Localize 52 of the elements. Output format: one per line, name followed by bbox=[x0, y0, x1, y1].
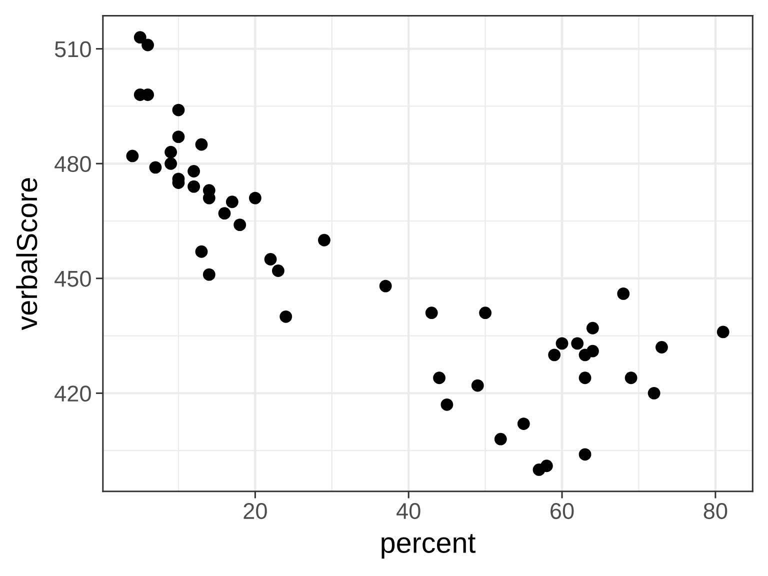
point bbox=[172, 130, 185, 144]
y-tick-label: 510 bbox=[54, 41, 91, 58]
point bbox=[578, 448, 592, 461]
x-tick-label: 80 bbox=[704, 503, 728, 520]
x-tick-label: 20 bbox=[244, 503, 267, 520]
point bbox=[716, 326, 730, 338]
point bbox=[172, 104, 185, 116]
point bbox=[280, 310, 292, 323]
point bbox=[586, 322, 599, 334]
point bbox=[379, 280, 392, 292]
point bbox=[134, 31, 146, 44]
point bbox=[126, 150, 139, 162]
point bbox=[272, 264, 284, 277]
y-axis-title: verbalScore bbox=[16, 178, 38, 330]
point bbox=[648, 386, 660, 400]
point bbox=[471, 379, 484, 392]
point bbox=[164, 157, 178, 170]
y-tick-label: 480 bbox=[54, 156, 91, 172]
y-tick-label: 450 bbox=[54, 270, 91, 287]
point bbox=[188, 180, 200, 193]
point bbox=[195, 245, 208, 258]
point bbox=[226, 196, 238, 208]
point bbox=[624, 372, 638, 384]
point bbox=[617, 287, 630, 300]
point bbox=[218, 207, 231, 220]
point bbox=[433, 372, 446, 384]
point bbox=[318, 234, 330, 246]
point bbox=[195, 138, 208, 151]
point bbox=[440, 398, 454, 411]
point bbox=[578, 372, 592, 384]
point bbox=[234, 218, 246, 232]
point bbox=[540, 460, 553, 472]
point bbox=[149, 161, 162, 174]
point bbox=[248, 192, 262, 204]
y-tick-label: 420 bbox=[54, 386, 91, 402]
point bbox=[425, 306, 438, 320]
point bbox=[571, 337, 584, 350]
point bbox=[142, 38, 154, 52]
point bbox=[202, 268, 216, 281]
point bbox=[264, 253, 277, 266]
x-axis-title: percent bbox=[382, 534, 476, 559]
point bbox=[548, 348, 561, 362]
point bbox=[494, 432, 507, 446]
x-tick-label: 40 bbox=[396, 503, 420, 520]
point bbox=[656, 341, 668, 354]
point bbox=[479, 306, 492, 320]
point bbox=[188, 165, 200, 178]
point bbox=[586, 344, 599, 358]
point bbox=[164, 146, 178, 158]
point bbox=[517, 418, 530, 430]
x-tick-label: 60 bbox=[550, 503, 574, 520]
point bbox=[556, 337, 568, 350]
